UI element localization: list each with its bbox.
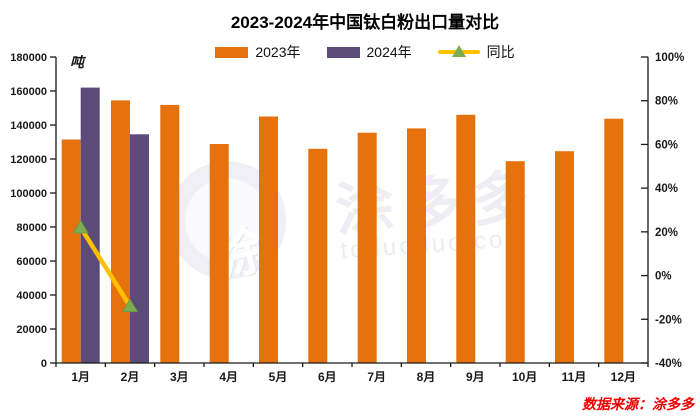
x-axis-label-4月: 4月 — [219, 370, 238, 384]
legend-line-sample — [437, 45, 480, 59]
x-axis-label-6月: 6月 — [318, 370, 337, 384]
left-axis-label: 80000 — [16, 222, 47, 234]
bar-2023-3月 — [160, 104, 180, 364]
chart-legend: 2023年 2024年 同比 — [15, 42, 700, 62]
x-axis-label-9月: 9月 — [466, 370, 485, 384]
legend-label: 同比 — [486, 44, 515, 60]
legend-item-2023年: 2023年 — [215, 42, 301, 62]
left-axis-label: 120000 — [10, 154, 47, 166]
left-axis-label: 20000 — [16, 324, 47, 336]
legend-label: 2024年 — [366, 44, 412, 60]
bar-2023-1月 — [61, 139, 81, 363]
legend-swatch-icon — [215, 46, 249, 58]
legend-item-同比: 同比 — [437, 42, 515, 62]
legend-triangle-marker-icon — [451, 45, 466, 57]
yoy-line — [78, 225, 133, 309]
bar-2024-2月 — [130, 134, 149, 363]
legend-label: 2023年 — [255, 44, 301, 60]
legend-swatch-icon — [326, 46, 360, 58]
bar-2023-10月 — [505, 161, 525, 363]
bar-2023-9月 — [456, 114, 476, 363]
bar-2023-2月 — [111, 100, 130, 364]
data-source-note: 数据来源：涂多多 — [582, 396, 694, 412]
x-axis-label-10月: 10月 — [512, 370, 537, 384]
right-axis-label: 80% — [655, 96, 678, 108]
right-axis-label: 100% — [655, 52, 684, 64]
right-axis-label: 40% — [655, 183, 678, 195]
right-axis-label: -20% — [655, 314, 682, 326]
right-axis-label: 20% — [655, 227, 678, 239]
x-axis-label-1月: 1月 — [71, 370, 90, 384]
x-axis-label-8月: 8月 — [417, 370, 436, 384]
left-axis-label: 0 — [41, 358, 47, 370]
bar-2023-4月 — [209, 144, 229, 363]
left-axis-label: 100000 — [10, 188, 47, 200]
x-axis-label-5月: 5月 — [269, 370, 288, 384]
right-axis-label: 60% — [655, 139, 678, 151]
x-axis-label-11月: 11月 — [562, 370, 587, 384]
yoy-marker-1月 — [72, 219, 89, 234]
legend-item-2024年: 2024年 — [326, 42, 412, 62]
x-axis-label-3月: 3月 — [170, 370, 189, 384]
x-axis-label-12月: 12月 — [611, 370, 636, 384]
x-axis-label-7月: 7月 — [367, 370, 386, 384]
bar-2023-6月 — [308, 148, 328, 363]
left-axis-label: 60000 — [16, 256, 47, 268]
left-axis-label: 140000 — [10, 120, 47, 132]
left-axis-label: 160000 — [10, 86, 47, 98]
yoy-marker-2月 — [121, 298, 139, 313]
chart-title: 2023-2024年中国钛白粉出口量对比 — [230, 13, 500, 32]
left-axis-unit: 吨 — [70, 54, 87, 70]
bar-2023-12月 — [604, 118, 624, 363]
bar-2024-1月 — [80, 87, 100, 363]
right-axis-label: -40% — [655, 358, 682, 370]
left-axis-label: 180000 — [10, 52, 47, 64]
bar-2023-11月 — [555, 151, 574, 363]
bar-2023-8月 — [407, 128, 426, 363]
bar-2023-7月 — [357, 132, 377, 363]
right-axis-label: 0% — [655, 271, 672, 283]
left-axis-label: 40000 — [16, 290, 47, 302]
x-axis-label-2月: 2月 — [121, 370, 140, 384]
bar-2023-5月 — [259, 116, 278, 363]
